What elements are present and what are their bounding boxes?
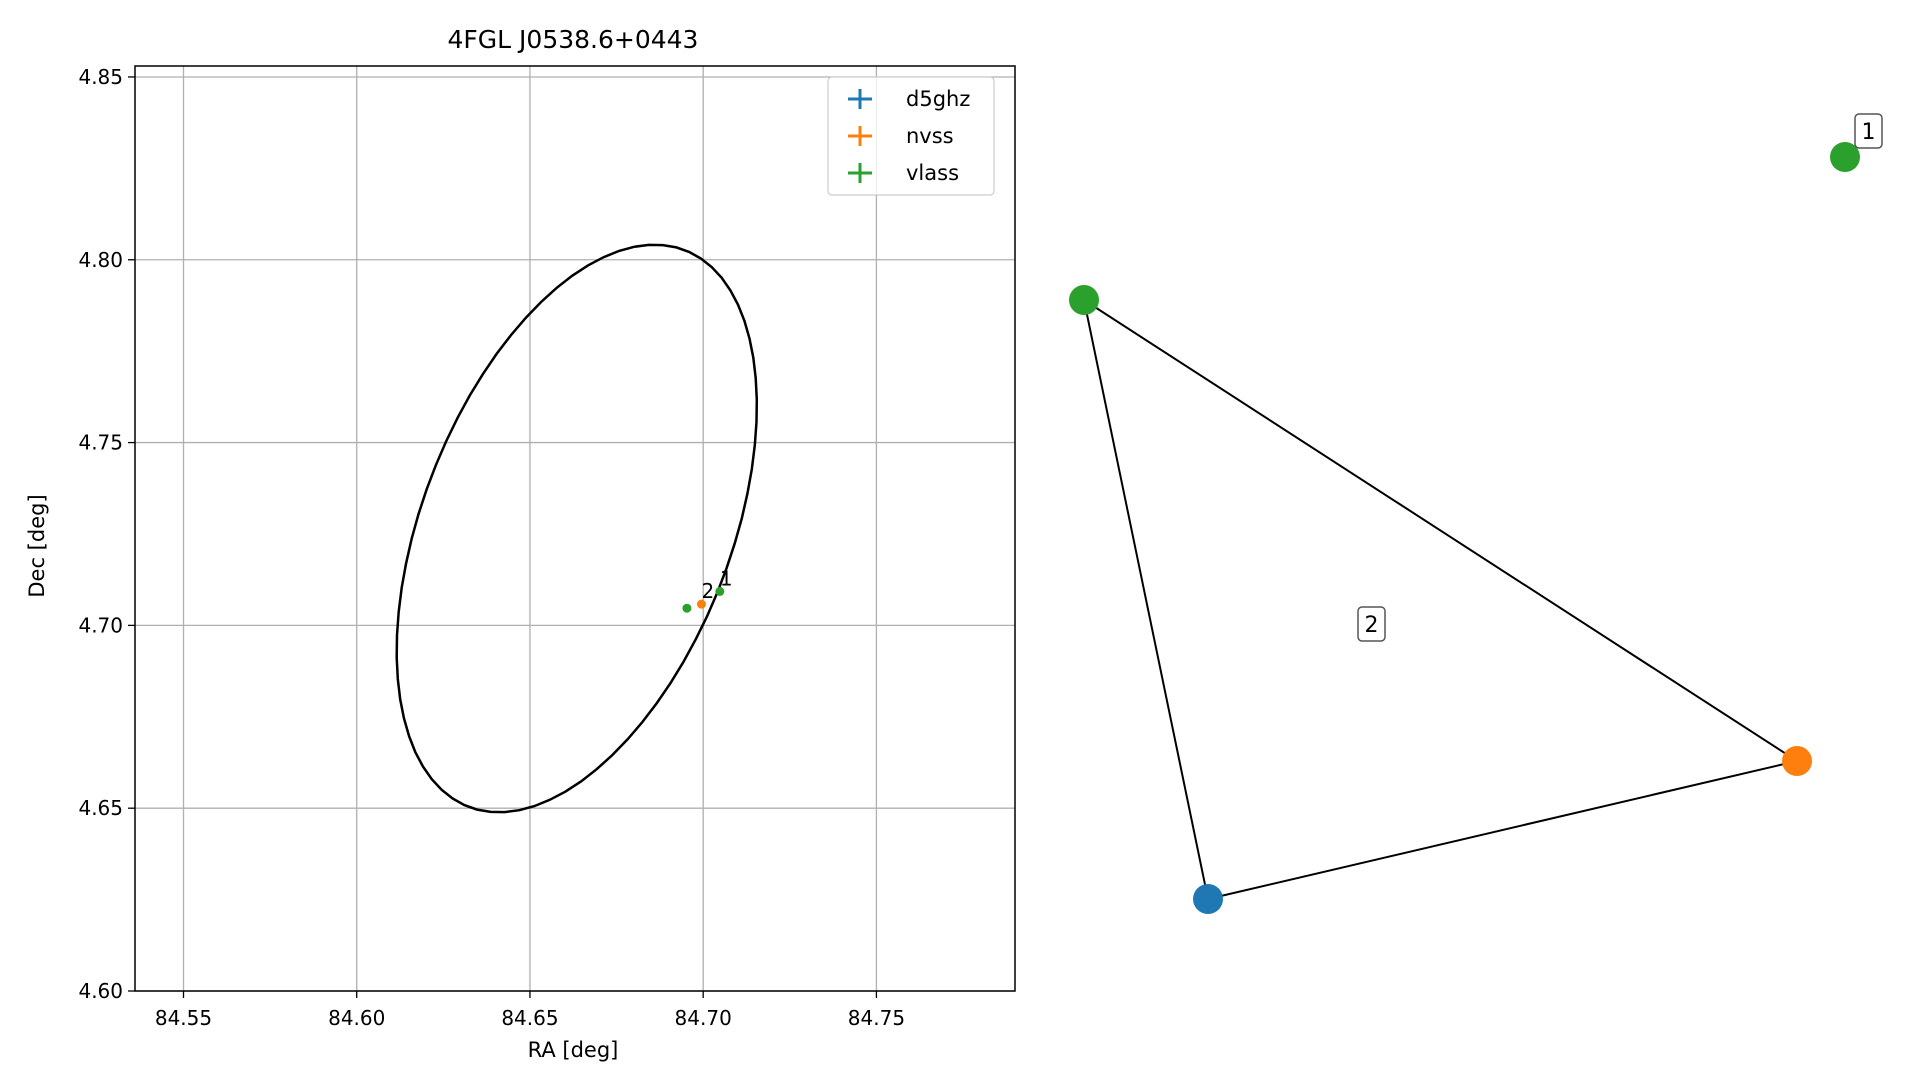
point-annotation: 2 [701,579,714,603]
legend-label-nvss: nvss [906,124,954,148]
y-tick-label: 4.85 [78,65,123,89]
y-tick-label: 4.70 [78,613,123,637]
x-tick-label: 84.60 [328,1006,385,1030]
legend-box [827,76,995,196]
graph-label-box-single [1854,113,1883,149]
source-points-layer [682,586,725,613]
legend-entry-nvss: nvss [848,124,954,148]
graph-label-text-triangle: 2 [1365,613,1379,638]
legend-label-d5ghz: d5ghz [906,87,970,111]
crossmatch-graph: 2 1 [1069,113,1883,914]
x-tick-label: 84.55 [155,1006,212,1030]
point-annotations-layer: 21 [701,566,732,603]
graph-label-triangle: 2 [1357,606,1386,642]
x-axis-label: RA [deg] [528,1038,619,1062]
error-ellipse-layer [395,243,759,814]
point-annotation: 1 [720,566,733,590]
plot-title: 4FGL J0538.6+0443 [448,25,699,54]
graph-edge [1083,299,1798,762]
legend-entry-d5ghz: d5ghz [848,87,970,111]
point-vlass [682,603,692,613]
x-tick-label: 84.75 [848,1006,905,1030]
graph-label-box-triangle [1357,606,1386,642]
legend-entry-vlass: vlass [848,161,959,185]
graph-nodes-layer [1069,142,1860,914]
graph-edges-layer [1083,299,1798,900]
sky-map-plot: 4FGL J0538.6+0443 21 84.55 84.60 84.65 84.7… [25,25,1016,1062]
graph-node-vlass [1069,285,1099,315]
legend: d5ghz nvss vlass [827,76,995,196]
graph-node-vlass [1830,142,1860,172]
x-tick-label: 84.65 [501,1006,558,1030]
y-axis-label: Dec [deg] [25,494,49,597]
y-tick-label: 4.75 [78,431,123,455]
y-tick-label: 4.80 [78,248,123,272]
axes-frame [134,65,1016,992]
graph-edge [1083,299,1209,900]
y-axis-ticks: 4.60 4.65 4.70 4.75 4.80 4.85 [78,65,135,1003]
x-axis-ticks: 84.55 84.60 84.65 84.70 84.75 [155,991,905,1030]
y-tick-label: 4.65 [78,796,123,820]
graph-node-nvss [1782,746,1812,776]
y-tick-label: 4.60 [78,979,123,1003]
graph-edge [1207,760,1798,900]
graph-label-single: 1 [1854,113,1883,149]
graph-node-d5ghz [1193,884,1223,914]
x-tick-label: 84.70 [675,1006,732,1030]
legend-label-vlass: vlass [906,161,959,185]
error-ellipse [395,243,759,814]
point-vlass [715,586,725,596]
point-nvss [696,599,706,609]
graph-label-text-single: 1 [1862,120,1876,145]
